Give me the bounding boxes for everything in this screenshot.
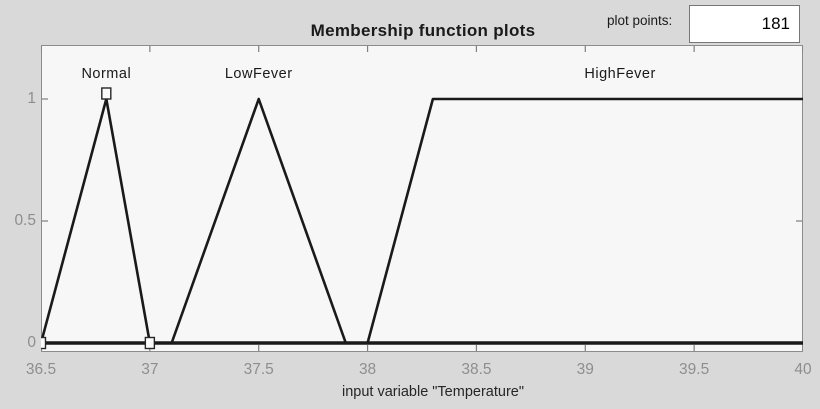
y-tick-label: 0: [27, 334, 36, 351]
axes-box: [41, 45, 803, 352]
x-tick-label: 37.5: [243, 361, 274, 378]
mf-curve-highfever[interactable]: [366, 97, 803, 345]
mf-label-normal: Normal: [81, 66, 132, 82]
mf-label-highfever: HighFever: [584, 66, 656, 82]
x-tick-label: 37: [141, 361, 159, 378]
plot-points-label: plot points:: [607, 13, 673, 28]
y-tick-label: 0.5: [14, 212, 36, 229]
selected-mf-handle[interactable]: [41, 336, 47, 350]
x-tick-label: 38.5: [461, 361, 492, 378]
x-tick-label: 36.5: [25, 361, 57, 378]
membership-plot-area[interactable]: [41, 45, 803, 352]
selected-mf-handle[interactable]: [144, 336, 156, 350]
y-tick-label: 1: [27, 90, 36, 107]
mf-curve-lowfever[interactable]: [170, 97, 348, 345]
selected-mf-handle[interactable]: [101, 87, 112, 100]
x-tick-label: 39: [576, 361, 594, 378]
x-tick-label: 40: [794, 361, 812, 378]
x-axis-label: input variable "Temperature": [342, 384, 524, 400]
plot-points-input[interactable]: [689, 5, 800, 43]
x-tick-label: 39.5: [679, 361, 710, 378]
plot-title: Membership function plots: [310, 21, 536, 40]
mf-label-lowfever: LowFever: [224, 66, 293, 82]
x-tick-label: 38: [358, 361, 377, 378]
